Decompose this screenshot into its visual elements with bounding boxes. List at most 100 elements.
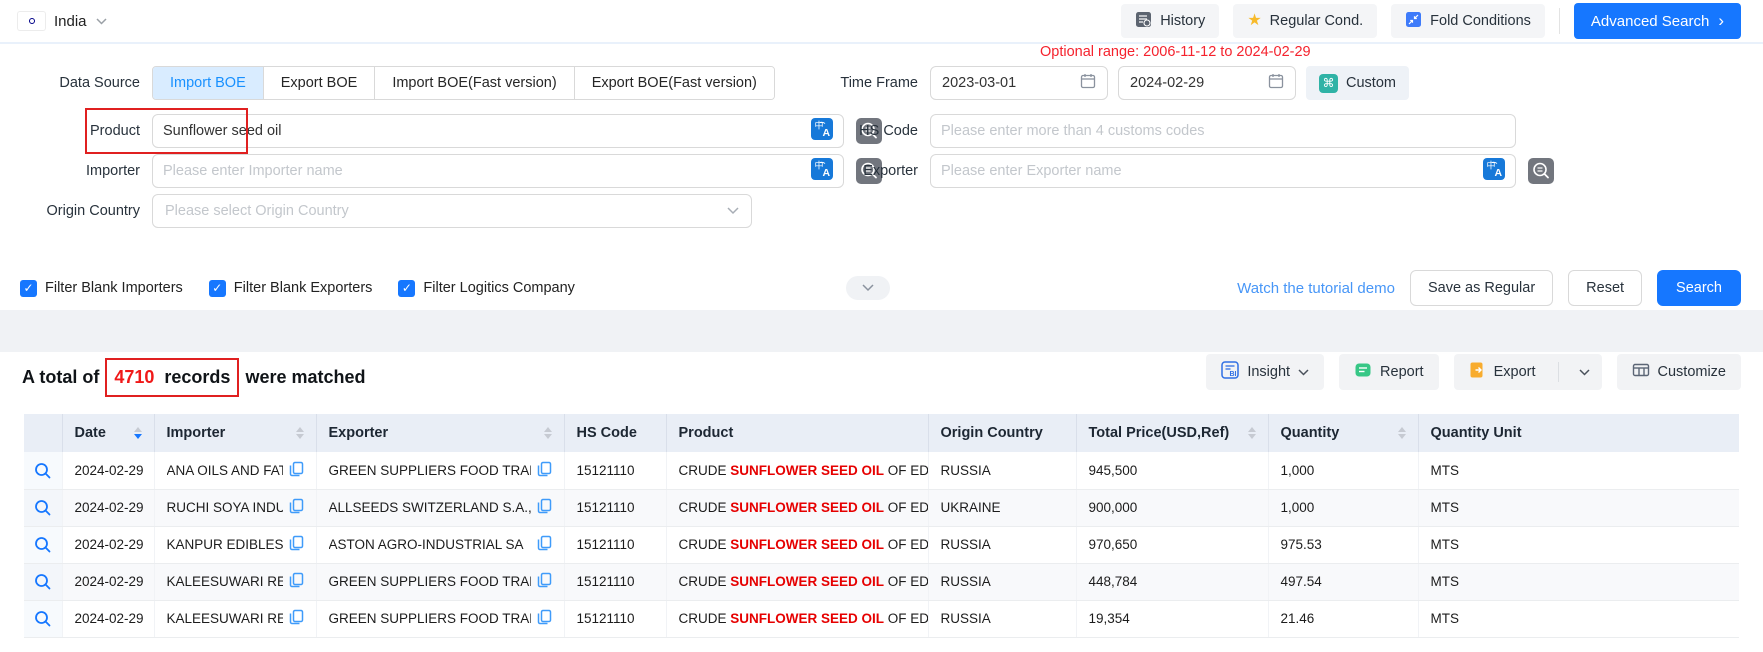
tutorial-demo-link[interactable]: Watch the tutorial demo xyxy=(1237,279,1395,297)
filter-actions: Watch the tutorial demo Save as Regular … xyxy=(1237,270,1741,306)
checkbox-filter-blank-exporters[interactable]: ✓ Filter Blank Exporters xyxy=(208,279,372,297)
sort-control[interactable] xyxy=(295,427,304,439)
star-icon: ★ xyxy=(1247,12,1262,29)
export-dropdown-button[interactable] xyxy=(1567,354,1602,390)
sort-control[interactable] xyxy=(1397,427,1406,439)
cell-exporter: GREEN SUPPLIERS FOOD TRADI... xyxy=(316,600,565,638)
sort-control[interactable] xyxy=(543,427,552,439)
checkbox-label: Filter Blank Importers xyxy=(45,280,183,296)
row-detail-cell xyxy=(24,526,63,564)
copy-icon[interactable] xyxy=(537,609,552,628)
search-button[interactable]: Search xyxy=(1657,270,1741,306)
svg-text:A: A xyxy=(1495,167,1503,179)
importer-name: KALEESUWARI REF xyxy=(166,574,283,589)
header-date: Date xyxy=(62,414,155,452)
row-search-icon[interactable] xyxy=(24,452,61,488)
copy-icon[interactable] xyxy=(537,461,552,480)
insight-icon: BI xyxy=(1221,361,1240,383)
cell-quantity-unit: MTS xyxy=(1418,526,1739,564)
custom-range-button[interactable]: ⌘ Custom xyxy=(1306,66,1409,100)
report-button[interactable]: Report xyxy=(1339,354,1439,390)
table-header-row: Date Importer Exporter HS Code Product O… xyxy=(24,414,1739,452)
collapse-conditions-button[interactable] xyxy=(846,276,890,300)
reset-button[interactable]: Reset xyxy=(1568,270,1643,306)
cell-importer: KALEESUWARI REF xyxy=(154,600,317,638)
checkbox-checked-icon: ✓ xyxy=(20,279,37,297)
fuzzy-search-icon[interactable] xyxy=(856,118,882,149)
sort-control[interactable] xyxy=(1247,427,1256,439)
results-table: Date Importer Exporter HS Code Product O… xyxy=(24,414,1739,638)
product-input[interactable] xyxy=(163,123,803,139)
export-button[interactable]: Export xyxy=(1454,354,1550,390)
checkbox-filter-blank-importers[interactable]: ✓ Filter Blank Importers xyxy=(20,279,183,297)
fold-conditions-button[interactable]: Fold Conditions xyxy=(1391,4,1545,38)
filter-checkbox-row: ✓ Filter Blank Importers ✓ Filter Blank … xyxy=(20,270,575,306)
insight-button[interactable]: BI Insight xyxy=(1206,354,1325,390)
customize-icon xyxy=(1632,361,1650,383)
cell-importer: KANPUR EDIBLES xyxy=(154,526,317,564)
date-to-field[interactable]: 2024-02-29 xyxy=(1118,66,1296,100)
country-label: India xyxy=(54,12,87,30)
exporter-name: GREEN SUPPLIERS FOOD TRADI... xyxy=(328,611,531,626)
copy-icon[interactable] xyxy=(289,609,304,628)
origin-country-label: Origin Country xyxy=(46,203,140,219)
export-button-group: Export xyxy=(1453,354,1602,390)
header-quantity-unit: Quantity Unit xyxy=(1418,414,1739,452)
tab-export-boe[interactable]: Export BOE xyxy=(263,67,376,99)
cell-product: CRUDE SUNFLOWER SEED OIL OF ED xyxy=(666,563,929,601)
copy-icon[interactable] xyxy=(289,535,304,554)
fuzzy-search-icon[interactable] xyxy=(856,158,882,189)
copy-icon[interactable] xyxy=(537,572,552,591)
tab-import-boe-fast[interactable]: Import BOE(Fast version) xyxy=(375,67,575,99)
tab-export-boe-fast[interactable]: Export BOE(Fast version) xyxy=(574,67,774,99)
header-detail xyxy=(24,414,63,452)
copy-icon[interactable] xyxy=(289,572,304,591)
checkbox-filter-logitics-company[interactable]: ✓ Filter Logitics Company xyxy=(398,279,575,297)
keyword-highlight: SUNFLOWER SEED OIL xyxy=(730,574,885,589)
cell-origin-country: UKRAINE xyxy=(928,489,1077,527)
importer-input[interactable] xyxy=(163,163,803,179)
exporter-name: ASTON AGRO-INDUSTRIAL SA xyxy=(328,537,524,552)
header-origin-country: Origin Country xyxy=(928,414,1077,452)
cell-origin-country: RUSSIA xyxy=(928,452,1077,490)
row-search-icon[interactable] xyxy=(24,527,61,563)
tab-import-boe[interactable]: Import BOE xyxy=(153,67,264,99)
table-body: 2024-02-29 ANA OILS AND FAT GREEN SUPPLI… xyxy=(24,452,1739,638)
table-row: 2024-02-29 ANA OILS AND FAT GREEN SUPPLI… xyxy=(24,452,1739,490)
copy-icon[interactable] xyxy=(289,498,304,517)
regular-cond-button[interactable]: ★ Regular Cond. xyxy=(1233,4,1378,38)
optional-range-note: Optional range: 2006-11-12 to 2024-02-29 xyxy=(1040,44,1311,60)
copy-icon[interactable] xyxy=(537,498,552,517)
chevron-down-icon xyxy=(727,203,739,219)
cell-quantity: 1,000 xyxy=(1268,452,1419,490)
copy-icon[interactable] xyxy=(537,535,552,554)
hs-code-input[interactable] xyxy=(941,123,1505,139)
advanced-search-button[interactable]: Advanced Search › xyxy=(1573,3,1741,39)
keyword-highlight: SUNFLOWER SEED OIL xyxy=(730,611,885,626)
cell-total-price: 945,500 xyxy=(1076,452,1269,490)
save-as-regular-button[interactable]: Save as Regular xyxy=(1409,270,1554,306)
date-from-field[interactable]: 2023-03-01 xyxy=(930,66,1108,100)
india-flag-icon xyxy=(18,12,45,30)
cell-quantity-unit: MTS xyxy=(1418,489,1739,527)
row-search-icon[interactable] xyxy=(24,601,61,637)
fuzzy-search-icon[interactable] xyxy=(1528,158,1554,189)
country-selector[interactable]: India xyxy=(18,12,107,30)
importer-input-wrap: 中A xyxy=(152,154,844,188)
row-search-icon[interactable] xyxy=(24,490,61,526)
copy-icon[interactable] xyxy=(289,461,304,480)
origin-country-select[interactable]: Please select Origin Country xyxy=(152,194,752,228)
customize-button[interactable]: Customize xyxy=(1616,354,1741,390)
sort-control[interactable] xyxy=(133,427,142,439)
exporter-label: Exporter xyxy=(863,163,918,179)
chevron-down-icon xyxy=(1298,368,1309,376)
cell-total-price: 970,650 xyxy=(1076,526,1269,564)
exporter-input[interactable] xyxy=(941,163,1475,179)
results-actions: BI Insight Report Export xyxy=(1206,354,1741,390)
history-button[interactable]: History xyxy=(1121,4,1220,38)
product-label: Product xyxy=(90,123,140,139)
row-search-icon[interactable] xyxy=(24,564,61,600)
